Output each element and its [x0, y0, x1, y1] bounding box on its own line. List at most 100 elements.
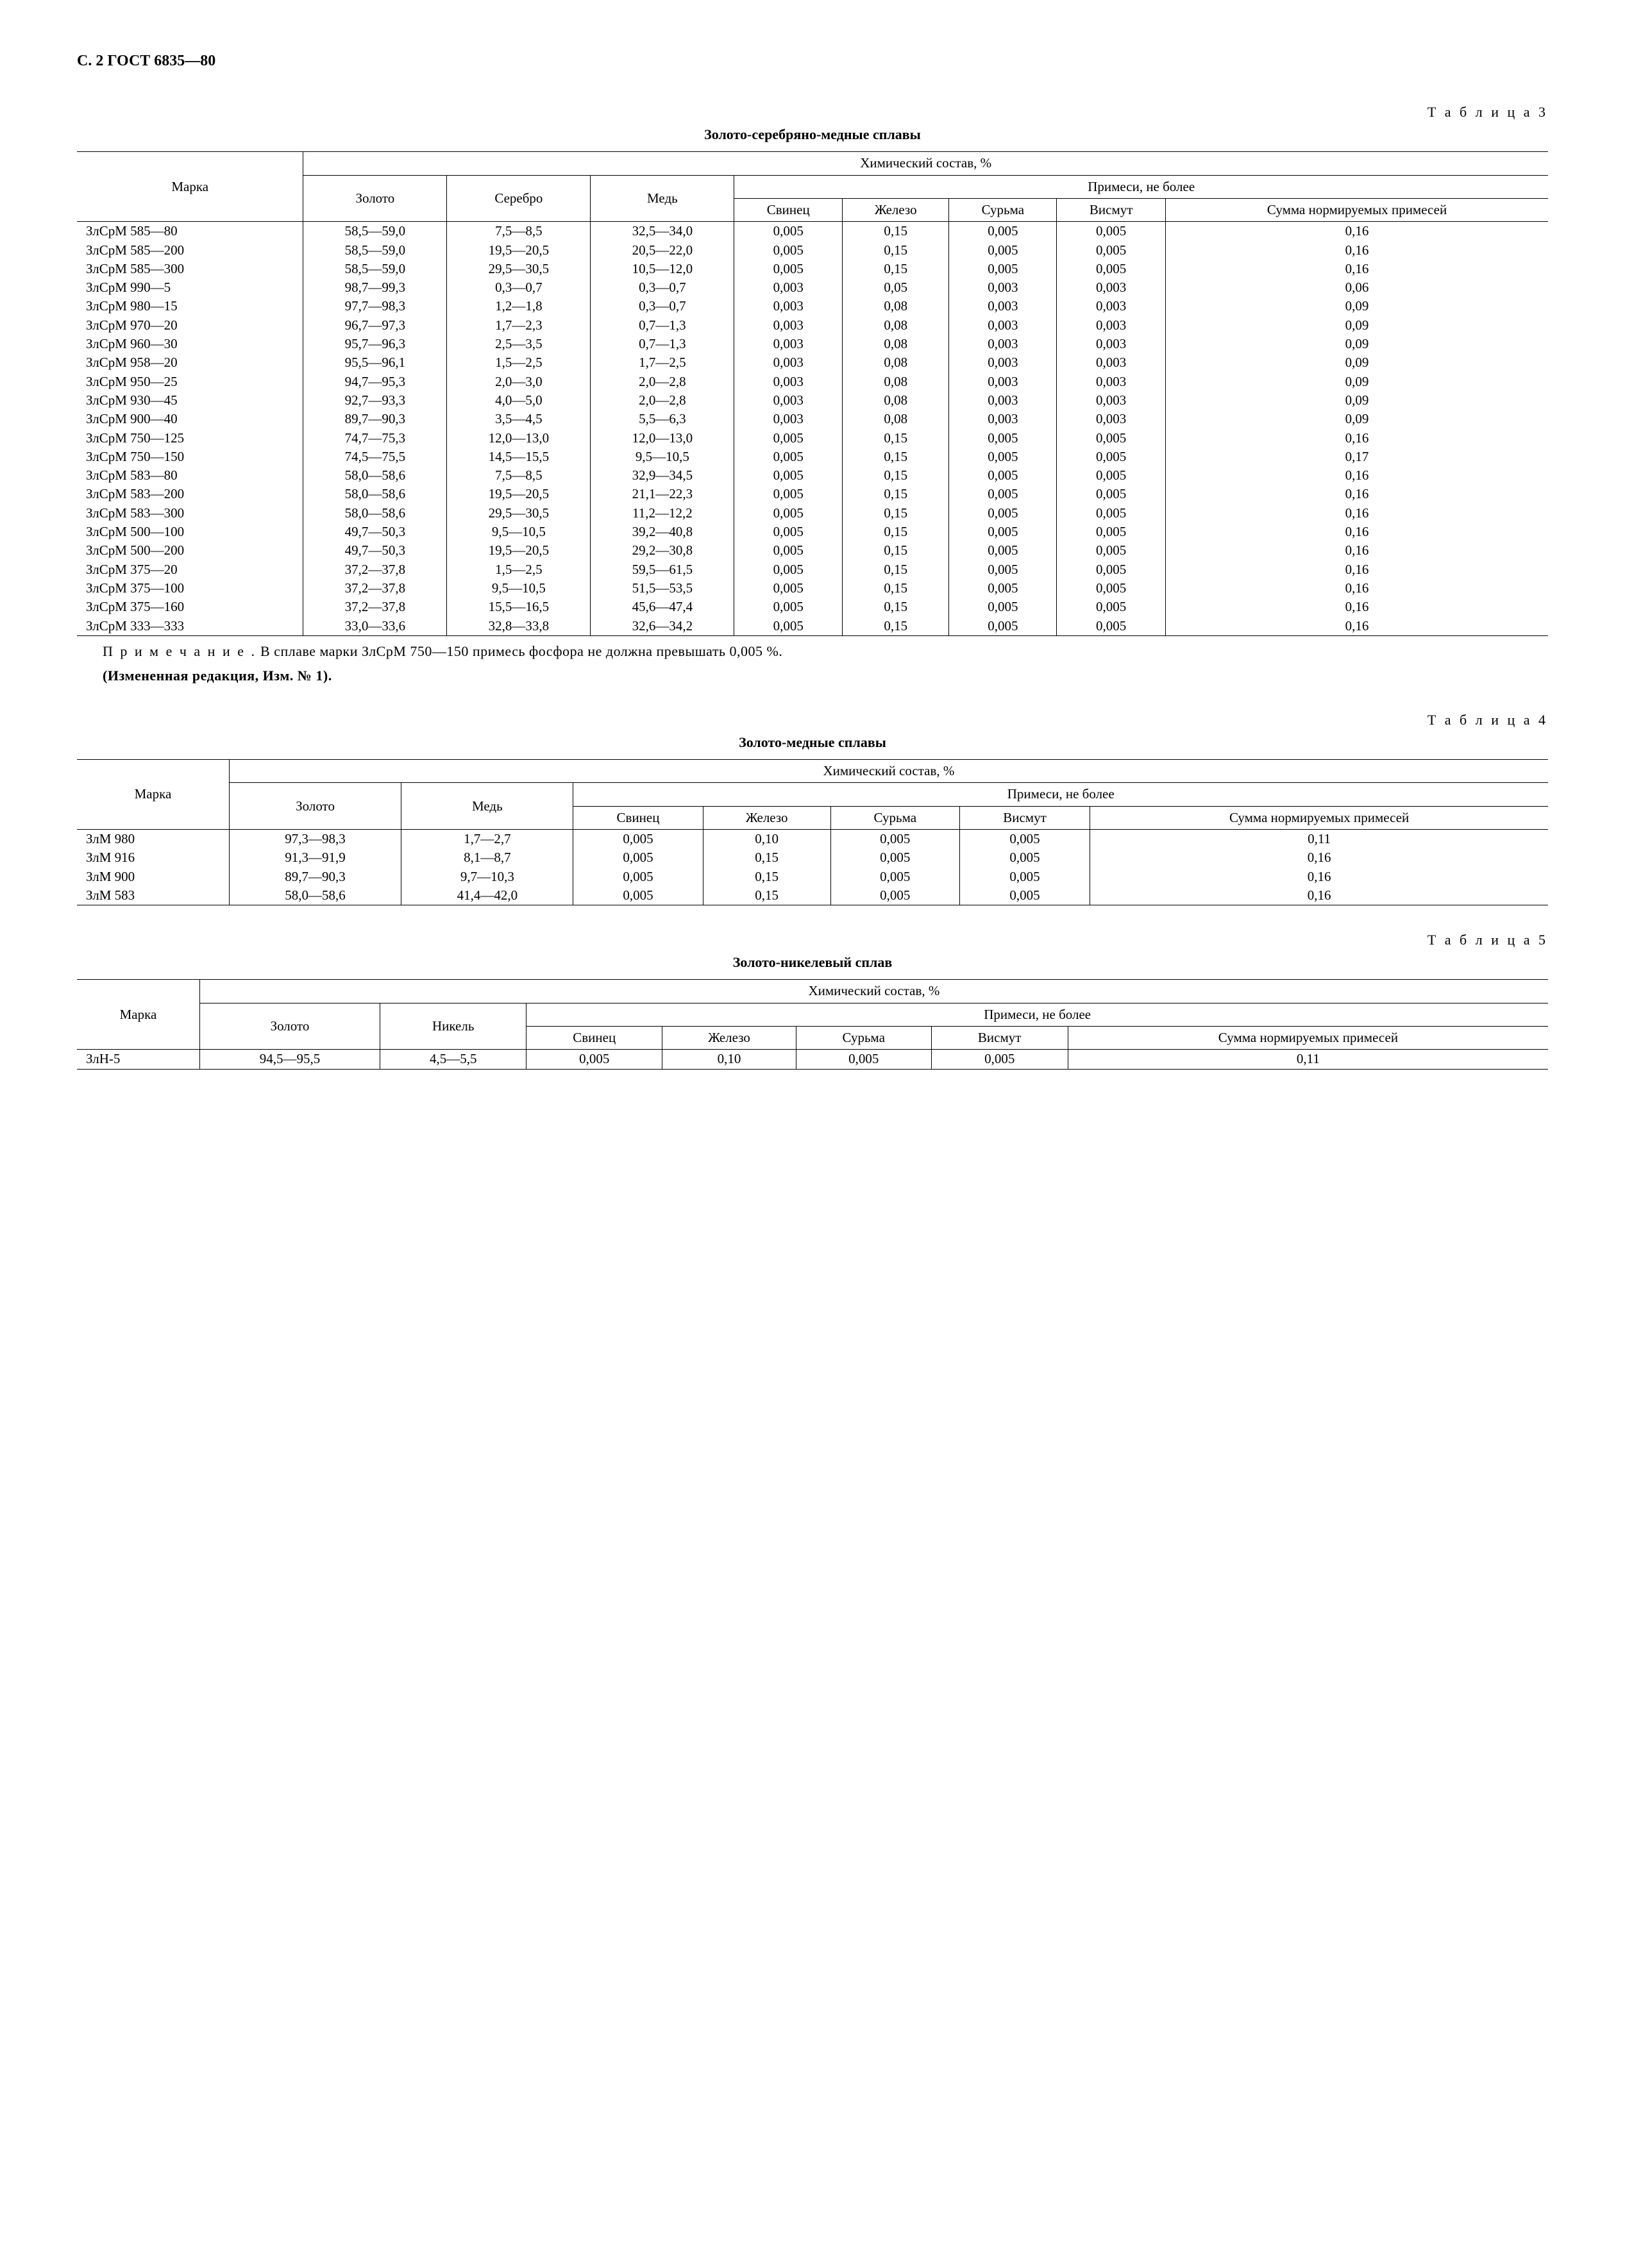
- cell: 51,5—53,5: [591, 579, 734, 598]
- cell: 0,15: [843, 598, 949, 616]
- cell: 0,005: [734, 579, 843, 598]
- cell: 0,005: [1057, 485, 1166, 503]
- cell: 9,5—10,5: [591, 448, 734, 466]
- cell: ЗлСрМ 930—45: [77, 391, 303, 410]
- note-text: В сплаве марки ЗлСрМ 750—150 примесь фос…: [257, 643, 782, 659]
- cell: 0,005: [1057, 560, 1166, 579]
- cell: 1,7—2,7: [401, 830, 573, 849]
- cell: 0,16: [1166, 598, 1548, 616]
- cell: 58,0—58,6: [303, 466, 447, 485]
- cell: 0,005: [734, 485, 843, 503]
- cell: 0,003: [949, 316, 1057, 335]
- cell: 0,16: [1166, 579, 1548, 598]
- cell: 0,005: [949, 617, 1057, 636]
- cell: 0,09: [1166, 353, 1548, 372]
- cell: 0,005: [959, 868, 1090, 886]
- col-lead: Свинец: [573, 806, 703, 829]
- cell: 0,005: [734, 260, 843, 278]
- col-antimony: Сурьма: [796, 1027, 931, 1050]
- cell: ЗлСрМ 980—15: [77, 297, 303, 315]
- cell: 0,3—0,7: [591, 297, 734, 315]
- cell: 0,005: [734, 504, 843, 523]
- cell: 0,16: [1166, 504, 1548, 523]
- cell: 0,15: [703, 848, 830, 867]
- cell: 0,005: [949, 448, 1057, 466]
- col-marka: Марка: [77, 152, 303, 222]
- cell: 95,5—96,1: [303, 353, 447, 372]
- cell: 4,5—5,5: [380, 1050, 526, 1069]
- cell: 4,0—5,0: [447, 391, 591, 410]
- col-group-impurities: Примеси, не более: [734, 175, 1548, 198]
- cell: 0,16: [1166, 241, 1548, 260]
- cell: 19,5—20,5: [447, 241, 591, 260]
- cell: 0,15: [843, 560, 949, 579]
- cell: 94,5—95,5: [199, 1050, 380, 1069]
- table-row: ЗлСрМ 990—598,7—99,30,3—0,70,3—0,70,0030…: [77, 278, 1548, 297]
- cell: 0,003: [949, 335, 1057, 353]
- cell: 0,11: [1090, 830, 1548, 849]
- cell: 0,05: [843, 278, 949, 297]
- cell: ЗлСрМ 585—80: [77, 222, 303, 241]
- col-group-chem: Химический состав, %: [303, 152, 1548, 175]
- cell: 0,003: [949, 353, 1057, 372]
- cell: 0,005: [734, 466, 843, 485]
- cell: 1,5—2,5: [447, 560, 591, 579]
- cell: 0,08: [843, 316, 949, 335]
- col-antimony: Сурьма: [830, 806, 959, 829]
- cell: 0,003: [1057, 316, 1166, 335]
- cell: 0,003: [1057, 353, 1166, 372]
- cell: 97,7—98,3: [303, 297, 447, 315]
- cell: 0,16: [1166, 560, 1548, 579]
- cell: 7,5—8,5: [447, 222, 591, 241]
- col-iron: Железо: [843, 198, 949, 221]
- table-row: ЗлСрМ 585—30058,5—59,029,5—30,510,5—12,0…: [77, 260, 1548, 278]
- cell: 0,15: [843, 222, 949, 241]
- cell: 10,5—12,0: [591, 260, 734, 278]
- table3-label: Т а б л и ц а 3: [77, 103, 1548, 122]
- cell: 19,5—20,5: [447, 485, 591, 503]
- cell: 1,2—1,8: [447, 297, 591, 315]
- cell: 0,005: [949, 579, 1057, 598]
- cell: 0,15: [703, 868, 830, 886]
- cell: 95,7—96,3: [303, 335, 447, 353]
- cell: 32,8—33,8: [447, 617, 591, 636]
- cell: 0,003: [734, 353, 843, 372]
- cell: 49,7—50,3: [303, 523, 447, 541]
- cell: 45,6—47,4: [591, 598, 734, 616]
- table-row: ЗлСрМ 333—33333,0—33,632,8—33,832,6—34,2…: [77, 617, 1548, 636]
- col-silver: Серебро: [447, 175, 591, 222]
- cell: 0,15: [843, 541, 949, 560]
- cell: 0,16: [1166, 260, 1548, 278]
- cell: 0,3—0,7: [591, 278, 734, 297]
- cell: 74,5—75,5: [303, 448, 447, 466]
- cell: 2,0—3,0: [447, 373, 591, 391]
- cell: 0,005: [734, 598, 843, 616]
- cell: 0,003: [734, 373, 843, 391]
- table-row: ЗлМ 90089,7—90,39,7—10,30,0050,150,0050,…: [77, 868, 1548, 886]
- page-header: С. 2 ГОСТ 6835—80: [77, 51, 1548, 71]
- cell: 0,005: [1057, 222, 1166, 241]
- cell: 0,16: [1090, 848, 1548, 867]
- cell: 29,2—30,8: [591, 541, 734, 560]
- cell: 0,005: [830, 830, 959, 849]
- table-row: ЗлН-594,5—95,54,5—5,50,0050,100,0050,005…: [77, 1050, 1548, 1069]
- cell: 0,003: [734, 391, 843, 410]
- cell: 9,5—10,5: [447, 523, 591, 541]
- cell: 89,7—90,3: [303, 410, 447, 428]
- col-bismuth: Висмут: [1057, 198, 1166, 221]
- table4-label: Т а б л и ц а 4: [77, 711, 1548, 730]
- cell: ЗлСрМ 333—333: [77, 617, 303, 636]
- cell: 0,005: [949, 466, 1057, 485]
- cell: 0,005: [1057, 466, 1166, 485]
- cell: 59,5—61,5: [591, 560, 734, 579]
- cell: ЗлСрМ 500—200: [77, 541, 303, 560]
- table-row: ЗлСрМ 750—12574,7—75,312,0—13,012,0—13,0…: [77, 429, 1548, 448]
- cell: 0,005: [1057, 429, 1166, 448]
- table-row: ЗлСрМ 583—20058,0—58,619,5—20,521,1—22,3…: [77, 485, 1548, 503]
- cell: 0,005: [949, 429, 1057, 448]
- cell: 0,005: [734, 448, 843, 466]
- cell: 0,005: [1057, 541, 1166, 560]
- col-group-impurities: Примеси, не более: [573, 783, 1548, 806]
- cell: 58,0—58,6: [303, 504, 447, 523]
- cell: 1,5—2,5: [447, 353, 591, 372]
